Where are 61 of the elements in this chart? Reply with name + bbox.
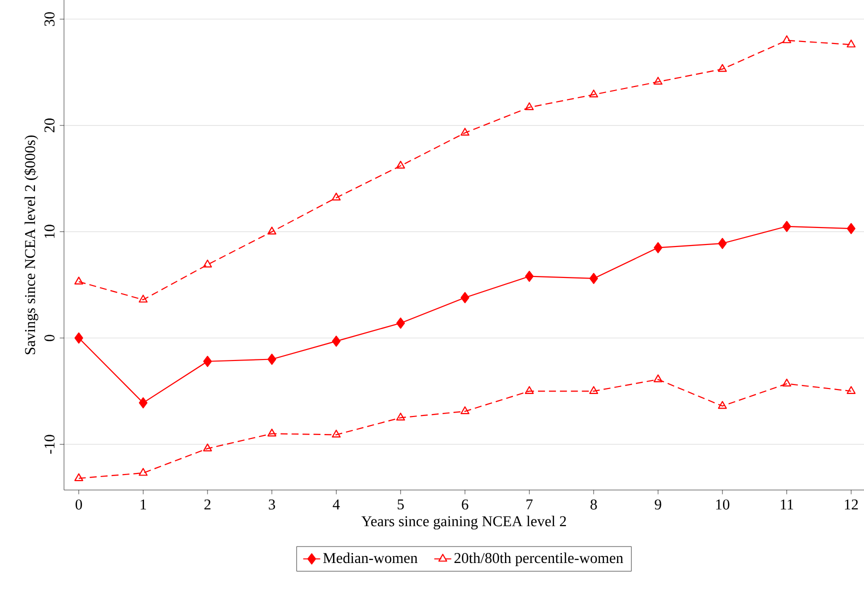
point (74, 276, 84, 284)
x-tick-label: 7 (526, 499, 533, 510)
point (396, 160, 406, 169)
x-tick-label: 0 (76, 499, 82, 510)
x-tick-label: 2 (204, 499, 210, 510)
point (654, 374, 662, 382)
point (846, 222, 856, 234)
x-tick-label: 4 (332, 499, 340, 510)
x-tick-label: 11 (780, 499, 794, 510)
point (203, 260, 212, 268)
x-tick-label: 10 (716, 499, 730, 510)
point (654, 76, 662, 85)
point (332, 430, 341, 438)
y-tick-label: 30 (44, 12, 55, 26)
point (460, 128, 470, 136)
point (138, 294, 148, 303)
x-tick-label: 8 (590, 499, 597, 510)
legend-label: 20th/80th percentile-women (454, 552, 624, 566)
point (718, 64, 727, 72)
point (846, 386, 856, 394)
point (460, 406, 470, 414)
y-tick-label: -10 (44, 434, 55, 454)
y-tick-label: 10 (44, 224, 55, 238)
x-tick-label: 1 (140, 499, 146, 510)
point (846, 40, 856, 48)
x-tick-label: 12 (844, 499, 858, 510)
point (589, 272, 598, 284)
y-tick-label: 0 (44, 334, 55, 342)
x-tick-label: 6 (462, 499, 468, 510)
point (718, 400, 727, 409)
point (267, 428, 276, 436)
point (138, 468, 148, 476)
point (267, 226, 276, 235)
point (718, 238, 727, 249)
x-axis-title: Years since gaining NCEA level 2 (361, 516, 566, 530)
point (332, 336, 341, 347)
point (782, 220, 792, 232)
x-tick-label: 5 (398, 499, 404, 510)
point (203, 356, 212, 367)
point (138, 397, 148, 408)
point (654, 242, 662, 254)
x-tick-label: 3 (268, 499, 276, 510)
point (74, 473, 84, 482)
y-axis-title: Savings since NCEA level 2 ($000s) (24, 135, 38, 354)
point (782, 378, 792, 387)
point (74, 332, 84, 344)
legend-label: Median-women (323, 552, 418, 564)
point (589, 386, 598, 394)
point (396, 412, 406, 421)
x-tick-label: 9 (654, 499, 662, 510)
point (396, 318, 405, 329)
point (524, 102, 534, 110)
point (268, 354, 276, 365)
point (460, 292, 470, 304)
point (332, 192, 341, 200)
point (203, 443, 212, 452)
point (524, 386, 534, 394)
point (782, 35, 792, 44)
y-tick-label: 20 (44, 118, 55, 132)
point (525, 270, 534, 282)
point (589, 90, 598, 98)
